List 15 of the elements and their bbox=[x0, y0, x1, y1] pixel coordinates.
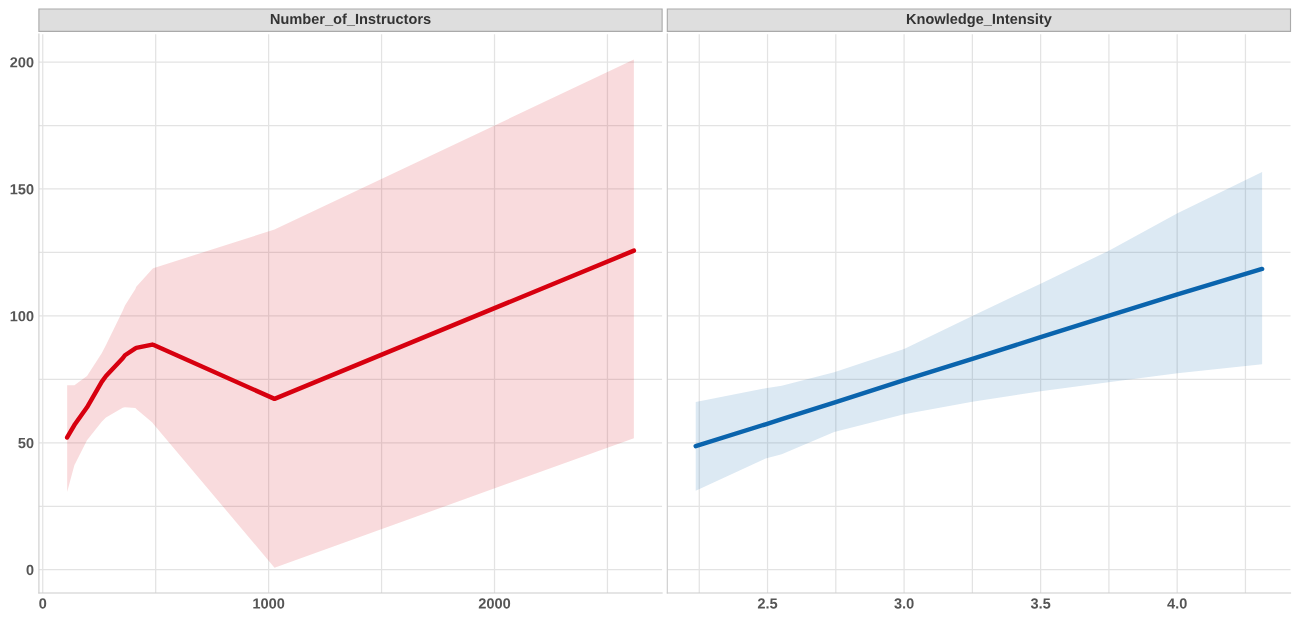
x-tick-label: 4.0 bbox=[1167, 598, 1187, 609]
x-tick-label: 3.5 bbox=[1030, 598, 1051, 609]
y-tick-label: 100 bbox=[10, 310, 34, 322]
y-tick-label: 50 bbox=[18, 437, 34, 449]
y-tick-label: 200 bbox=[10, 57, 34, 68]
line-series bbox=[64, 248, 637, 440]
chart-title: Number_of_Instructors bbox=[270, 13, 431, 26]
y-tick-label: 150 bbox=[10, 184, 34, 195]
x-tick-label: 3.0 bbox=[894, 598, 914, 609]
x-tick-label: 0 bbox=[39, 598, 47, 609]
chart-title: Knowledge_Intensity bbox=[906, 13, 1052, 28]
x-tick-label: 1000 bbox=[253, 598, 285, 609]
x-tick-label: 2.5 bbox=[757, 598, 778, 609]
x-tick-label: 2000 bbox=[478, 598, 511, 609]
y-tick-label: 0 bbox=[26, 564, 34, 576]
